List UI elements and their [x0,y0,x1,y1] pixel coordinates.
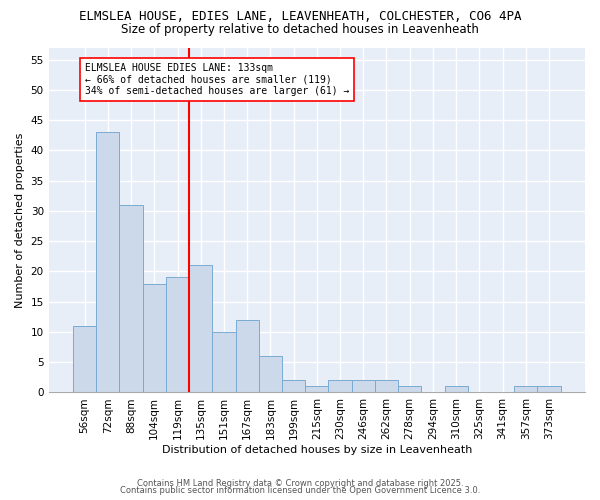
Bar [445,386,468,392]
Text: ELMSLEA HOUSE EDIES LANE: 133sqm
← 66% of detached houses are smaller (119)
34% : ELMSLEA HOUSE EDIES LANE: 133sqm ← 66% o… [85,62,349,96]
Bar [259,356,282,393]
Bar [189,266,212,392]
Bar [166,278,189,392]
X-axis label: Distribution of detached houses by size in Leavenheath: Distribution of detached houses by size … [161,445,472,455]
Bar [143,284,166,393]
Text: Contains public sector information licensed under the Open Government Licence 3.: Contains public sector information licen… [120,486,480,495]
Bar [212,332,236,392]
Bar [73,326,96,392]
Bar [119,205,143,392]
Text: Size of property relative to detached houses in Leavenheath: Size of property relative to detached ho… [121,22,479,36]
Y-axis label: Number of detached properties: Number of detached properties [15,132,25,308]
Bar [514,386,538,392]
Bar [375,380,398,392]
Bar [398,386,421,392]
Bar [236,320,259,392]
Text: Contains HM Land Registry data © Crown copyright and database right 2025.: Contains HM Land Registry data © Crown c… [137,478,463,488]
Bar [96,132,119,392]
Text: ELMSLEA HOUSE, EDIES LANE, LEAVENHEATH, COLCHESTER, CO6 4PA: ELMSLEA HOUSE, EDIES LANE, LEAVENHEATH, … [79,10,521,23]
Bar [305,386,328,392]
Bar [328,380,352,392]
Bar [538,386,560,392]
Bar [282,380,305,392]
Bar [352,380,375,392]
